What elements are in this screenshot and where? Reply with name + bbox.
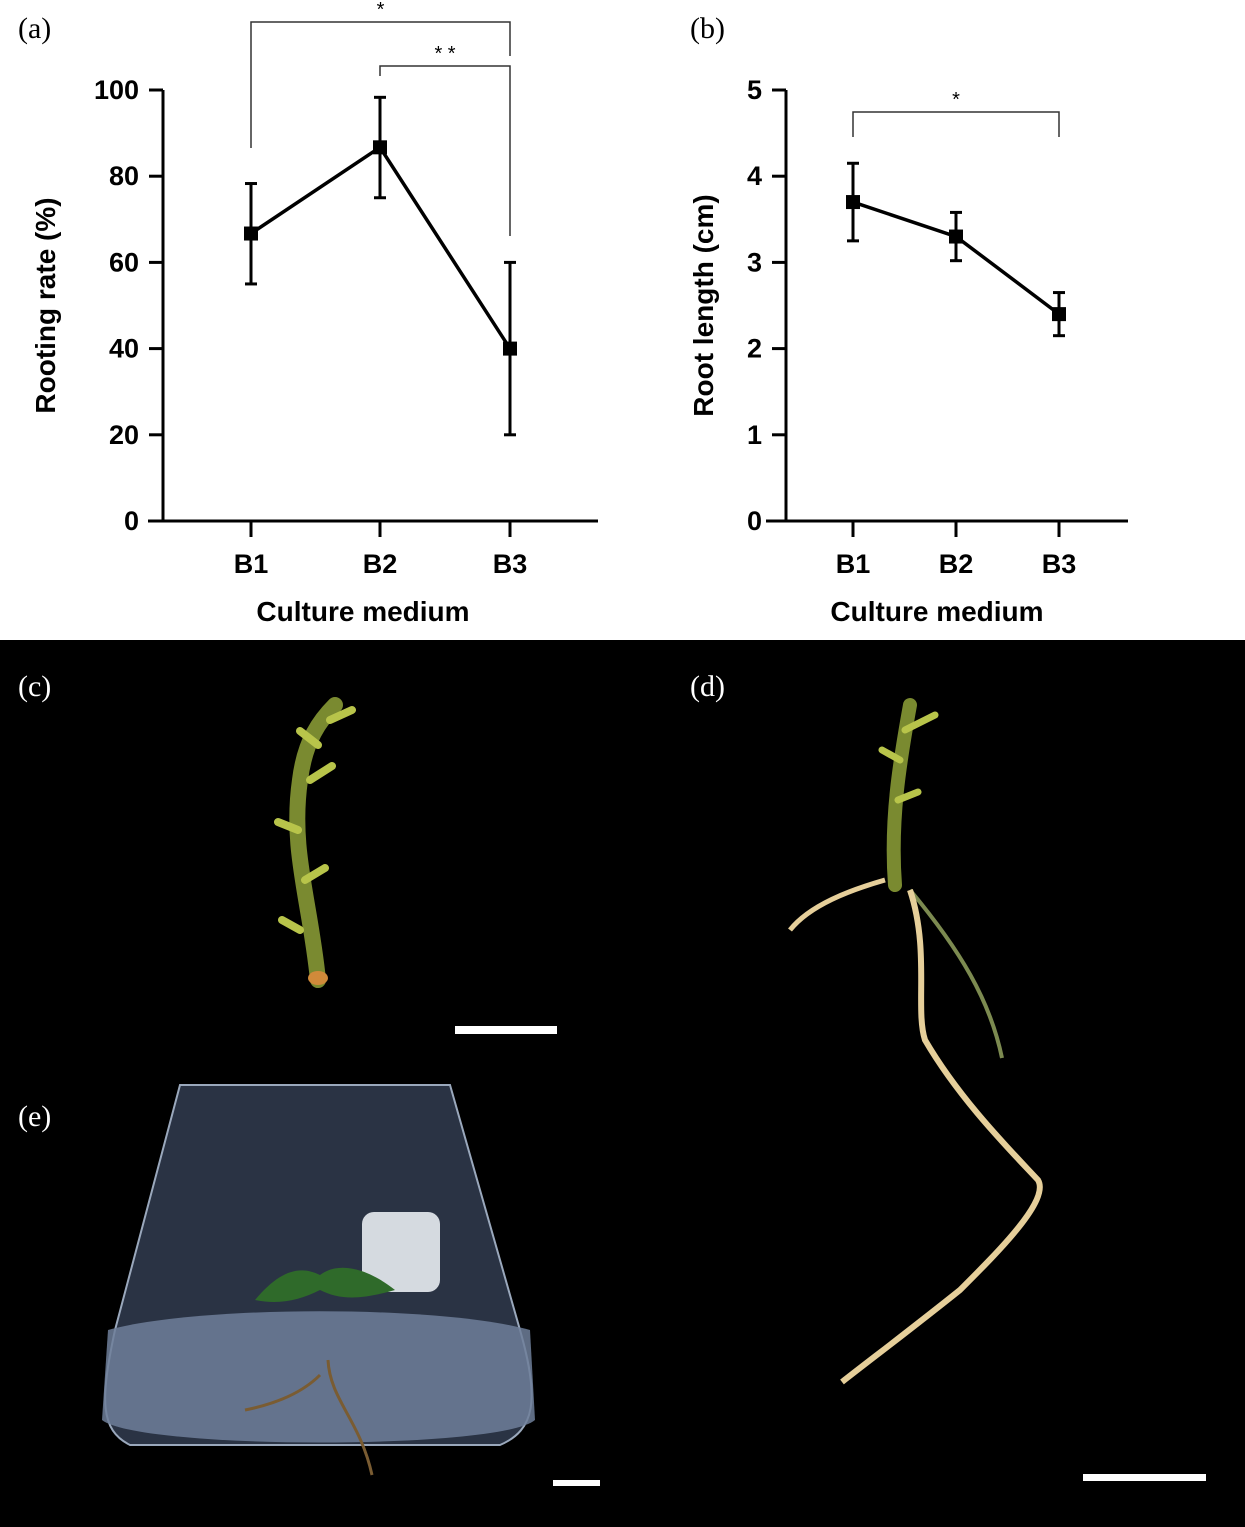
scale-bar-d [1083, 1474, 1206, 1481]
y-tick-label: 20 [109, 420, 139, 450]
x-axis-label: Culture medium [830, 596, 1043, 627]
y-tick-label: 5 [747, 75, 762, 105]
data-point [503, 341, 517, 356]
significance-bracket [250, 21, 511, 148]
significance-label: * * [434, 43, 455, 65]
y-tick-label: 60 [109, 247, 139, 277]
x-tick-label: B1 [234, 549, 269, 579]
x-tick-label: B2 [939, 549, 974, 579]
panel-label-a: (a) [18, 12, 51, 45]
data-point [1052, 307, 1066, 322]
x-tick-label: B3 [1042, 549, 1077, 579]
photo-shoot-c [274, 697, 557, 1034]
x-axis-label: Culture medium [256, 596, 469, 627]
y-tick-label: 1 [747, 420, 762, 450]
chart-rooting-rate: 0 20 40 60 80 100 B1 B2 B3 Culture medium Rooting … [30, 0, 598, 627]
y-tick-label: 0 [124, 506, 139, 536]
panel-label-b: (b) [690, 12, 725, 45]
panel-label-c: (c) [18, 670, 51, 703]
y-tick-label: 3 [747, 247, 762, 277]
y-tick-label: 100 [94, 75, 139, 105]
significance-label: * [377, 0, 385, 21]
significance-label: * [952, 89, 960, 111]
scale-bar-e [553, 1480, 600, 1486]
y-axis-label: Rooting rate (%) [30, 197, 61, 413]
x-tick-label: B2 [363, 549, 398, 579]
y-tick-label: 0 [747, 506, 762, 536]
data-point [846, 195, 860, 210]
x-tick-label: B1 [836, 549, 871, 579]
data-point [244, 226, 258, 241]
photo-rooted-shoot-d [788, 698, 1206, 1481]
x-tick-label: B3 [493, 549, 528, 579]
y-tick-label: 40 [109, 334, 139, 364]
y-tick-label: 4 [747, 161, 762, 191]
photo-flask-e [102, 1084, 600, 1486]
data-point [373, 140, 387, 155]
scale-bar-c [455, 1026, 557, 1034]
y-axis-label: Root length (cm) [688, 194, 719, 416]
y-tick-label: 2 [747, 334, 762, 364]
significance-bracket [379, 65, 511, 236]
panel-label-e: (e) [18, 1100, 51, 1133]
significance-bracket [852, 111, 1060, 137]
y-tick-label: 80 [109, 161, 139, 191]
data-point [949, 229, 963, 244]
chart-root-length: 0 1 2 3 4 5 B1 B2 B3 Culture medium Root length (c… [688, 75, 1128, 627]
panel-label-d: (d) [690, 670, 725, 703]
